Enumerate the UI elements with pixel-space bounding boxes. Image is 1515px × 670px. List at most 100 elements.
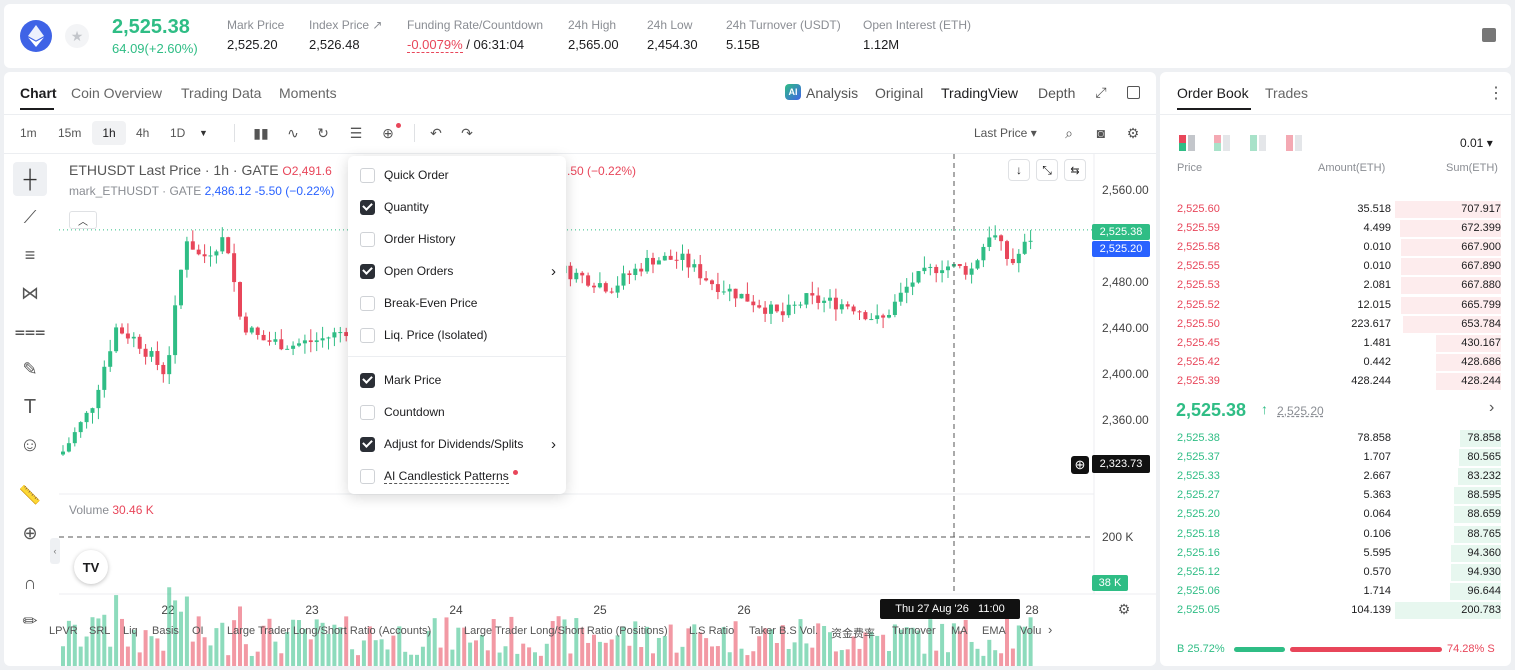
expand-icon[interactable]: ⤢ [1095,83,1107,100]
notes-icon[interactable] [1482,28,1496,42]
indicator-liq[interactable]: Liq [123,625,138,637]
bid-row[interactable]: 2,525.18 0.106 88.765 [1160,525,1501,544]
tab-coin-overview[interactable]: Coin Overview [71,85,163,101]
tab-order-book[interactable]: Order Book [1177,85,1249,101]
checkbox-icon[interactable] [360,231,375,247]
bid-row[interactable]: 2,525.38 78.858 78.858 [1160,429,1501,448]
scroll-down-button[interactable]: ↓ [1008,159,1030,181]
tab-chart[interactable]: Chart [20,85,57,101]
interval-4h[interactable]: 4h [136,126,150,140]
interval-1d[interactable]: 1D [170,126,186,140]
indicator-turnover[interactable]: Turnover [892,625,936,637]
indicator-oi[interactable]: OI [192,625,204,637]
bid-row[interactable]: 2,525.06 1.714 96.644 [1160,582,1501,601]
bid-row[interactable]: 2,525.05 104.139 200.783 [1160,601,1501,620]
pattern-tool-icon[interactable]: ⋈ [21,282,39,303]
checkbox-checked-icon[interactable] [360,436,375,452]
indicator-funding-rate[interactable]: 资金费率 [831,628,875,640]
redo-icon[interactable]: ↷ [461,124,473,141]
indicator-lpvr[interactable]: LPVR [49,625,78,637]
tab-moments[interactable]: Moments [279,85,337,101]
menu-item-quantity[interactable]: Quantity [360,196,556,218]
indicator-ma[interactable]: MA [951,625,968,637]
collapse-icon[interactable]: ⤡ [1036,159,1058,181]
bid-row[interactable]: 2,525.37 1.707 80.565 [1160,448,1501,467]
ask-row[interactable]: 2,525.52 12.015 665.799 [1160,296,1501,315]
interval-1h-active[interactable]: 1h [92,121,126,145]
price-source-select[interactable]: Last Price ▾ [974,126,1037,140]
undo-icon[interactable]: ↶ [430,124,442,141]
checkbox-checked-icon[interactable] [360,263,375,279]
ask-row[interactable]: 2,525.58 0.010 667.900 [1160,238,1501,257]
favorite-star-icon[interactable]: ★ [65,24,89,48]
indicators-icon[interactable]: ∿ [287,124,299,141]
checkbox-icon[interactable] [360,404,375,420]
magnet-tool-icon[interactable]: ∩ [23,572,37,593]
view-analysis[interactable]: Analysis [806,85,859,101]
checkbox-checked-icon[interactable] [360,199,375,215]
ask-row[interactable]: 2,525.60 35.518 707.917 [1160,200,1501,219]
checkbox-checked-icon[interactable] [360,372,375,388]
chevron-down-icon[interactable]: ▼ [199,128,208,138]
menu-item-break-even-price[interactable]: Break-Even Price [360,292,556,314]
menu-item-adjust-for-dividends-splits[interactable]: Adjust for Dividends/Splits › [360,433,556,455]
ask-row[interactable]: 2,525.53 2.081 667.880 [1160,276,1501,295]
mid-price[interactable]: 2,525.38 [1176,400,1247,420]
ask-row[interactable]: 2,525.55 0.010 667.890 [1160,257,1501,276]
ask-row[interactable]: 2,525.45 1.481 430.167 [1160,334,1501,353]
ask-row[interactable]: 2,525.50 223.617 653.784 [1160,315,1501,334]
menu-item-countdown[interactable]: Countdown [360,401,556,423]
indicator-volume[interactable]: Volu [1020,625,1042,637]
bid-row[interactable]: 2,525.16 5.595 94.360 [1160,544,1501,563]
scroll-left-handle[interactable]: ‹ [50,538,60,564]
emoji-tool-icon[interactable]: ☺ [19,433,41,456]
fib-tool-icon[interactable]: ≡ [24,244,36,265]
menu-item-mark-price[interactable]: Mark Price [360,369,556,391]
checkbox-icon[interactable] [360,468,375,484]
text-tool-icon[interactable]: T [23,395,37,418]
search-icon[interactable]: ⌕ [1065,124,1073,141]
zoom-tool-icon[interactable]: ⊕ [22,522,38,543]
camera-icon[interactable]: ◙ [1096,125,1106,141]
menu-item-open-orders[interactable]: Open Orders › [360,260,556,282]
indicator-taker-vol[interactable]: Taker B.S Vol. [749,625,819,637]
ask-row[interactable]: 2,525.39 428.244 428.244 [1160,372,1501,391]
indicator-ls-ratio[interactable]: L.S Ratio [689,625,735,637]
tab-trades[interactable]: Trades [1265,85,1309,101]
ask-row[interactable]: 2,525.42 0.442 428.686 [1160,353,1501,372]
menu-item-ai-candlestick-patterns[interactable]: AI Candlestick Patterns [360,465,556,487]
pencil-lock-icon[interactable]: ✏ [22,610,38,631]
axis-settings-icon[interactable]: ⚙ [1117,600,1131,617]
collapse-legend-button[interactable]: ︿ [69,211,97,229]
trendline-tool-icon[interactable]: ⟋ [23,206,37,227]
view-depth[interactable]: Depth [1038,85,1076,101]
add-alert-icon[interactable]: ⊕ [1071,456,1089,474]
tradingview-logo[interactable]: TV [74,550,108,584]
list-icon[interactable]: ☰ [349,124,363,141]
menu-item-liq-price-isolated[interactable]: Liq. Price (Isolated) [360,324,556,346]
stat-index-price[interactable]: Index Price ↗ 2,526.48 [309,18,383,52]
bid-row[interactable]: 2,525.12 0.570 94.930 [1160,563,1501,582]
indicator-lt-positions[interactable]: Large Trader Long/Short Ratio (Positions… [464,625,668,637]
indicator-lt-accounts[interactable]: Large Trader Long/Short Ratio (Accounts) [227,625,432,637]
candlestick-chart[interactable]: 2,560.002,520.002,480.002,440.002,400.00… [59,154,1156,666]
layout-asks-icon[interactable] [1286,135,1302,151]
chevron-right-icon[interactable]: › [1048,622,1053,637]
brush-tool-icon[interactable]: ✎ [22,358,38,379]
menu-item-quick-order[interactable]: Quick Order [360,164,556,186]
layout-ratio-icon[interactable] [1214,135,1230,151]
indicator-srl[interactable]: SRL [89,625,111,637]
candle-type-icon[interactable]: ▮▮ [253,124,269,141]
crosshair-tool-icon[interactable]: ┼ [13,162,47,196]
indicator-basis[interactable]: Basis [152,625,179,637]
ruler-tool-icon[interactable]: 📏 [18,484,42,505]
menu-item-order-history[interactable]: Order History [360,228,556,250]
mid-chevron-right-icon[interactable]: › [1489,399,1495,416]
layout-both-icon[interactable] [1179,135,1195,151]
indicator-ema[interactable]: EMA [982,625,1006,637]
bid-row[interactable]: 2,525.33 2.667 83.232 [1160,467,1501,486]
interval-15m[interactable]: 15m [58,126,82,140]
bid-row[interactable]: 2,525.20 0.064 88.659 [1160,505,1501,524]
checkbox-icon[interactable] [360,167,375,183]
checkbox-icon[interactable] [360,295,375,311]
